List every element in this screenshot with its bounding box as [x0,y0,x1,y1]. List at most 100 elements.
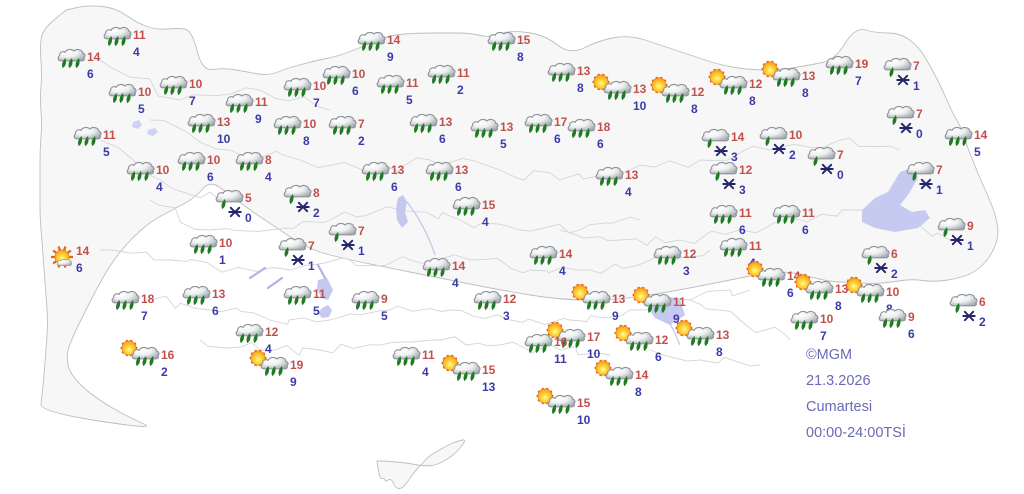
svg-text:13: 13 [577,64,591,78]
svg-text:2: 2 [358,134,365,148]
svg-text:18: 18 [597,120,611,134]
svg-text:10: 10 [219,236,233,250]
svg-text:19: 19 [290,358,304,372]
svg-text:13: 13 [625,168,639,182]
svg-text:2: 2 [313,206,320,220]
svg-text:11: 11 [673,295,686,309]
svg-text:2: 2 [161,365,168,379]
svg-text:13: 13 [455,163,469,177]
svg-text:14: 14 [559,247,573,261]
svg-text:9: 9 [290,375,297,389]
svg-text:7: 7 [820,329,827,343]
svg-text:10: 10 [587,347,601,361]
svg-text:5: 5 [500,137,507,151]
svg-text:8: 8 [577,81,584,95]
svg-text:10: 10 [633,99,647,113]
svg-text:11: 11 [739,206,752,220]
svg-text:13: 13 [612,292,626,306]
svg-text:12: 12 [749,77,763,91]
svg-text:7: 7 [837,148,844,162]
svg-text:8: 8 [313,186,320,200]
svg-text:7: 7 [855,74,862,88]
svg-text:6: 6 [802,223,809,237]
svg-text:00:00-24:00TSİ: 00:00-24:00TSİ [806,423,906,441]
svg-text:14: 14 [87,50,101,64]
svg-text:5: 5 [406,93,413,107]
svg-text:8: 8 [802,86,809,100]
svg-text:7: 7 [916,107,923,121]
svg-text:16: 16 [161,348,175,362]
svg-text:6: 6 [597,137,604,151]
svg-text:14: 14 [635,368,649,382]
svg-text:9: 9 [381,292,388,306]
svg-text:17: 17 [554,115,568,129]
svg-text:1: 1 [936,183,943,197]
svg-text:14: 14 [76,244,90,258]
svg-text:13: 13 [633,82,647,96]
svg-text:10: 10 [303,117,317,131]
svg-text:10: 10 [138,85,152,99]
svg-text:11: 11 [255,95,268,109]
svg-text:6: 6 [655,350,662,364]
svg-text:13: 13 [212,287,226,301]
svg-text:8: 8 [749,94,756,108]
svg-text:12: 12 [655,333,669,347]
svg-text:1: 1 [358,244,365,258]
svg-text:14: 14 [731,130,745,144]
svg-text:1: 1 [219,253,226,267]
svg-text:13: 13 [439,115,453,129]
svg-text:7: 7 [308,239,315,253]
svg-text:1: 1 [308,259,315,273]
svg-text:6: 6 [391,180,398,194]
svg-text:8: 8 [716,345,723,359]
svg-text:4: 4 [133,45,140,59]
svg-text:10: 10 [577,413,591,427]
svg-text:4: 4 [265,170,272,184]
svg-text:11: 11 [422,348,435,362]
svg-text:6: 6 [439,132,446,146]
svg-text:5: 5 [245,191,252,205]
svg-text:6: 6 [352,84,359,98]
svg-text:11: 11 [313,287,326,301]
svg-text:12: 12 [503,292,517,306]
svg-text:1: 1 [967,239,974,253]
svg-text:8: 8 [303,134,310,148]
svg-text:14: 14 [974,128,988,142]
svg-text:8: 8 [691,102,698,116]
svg-text:3: 3 [731,150,738,164]
svg-text:8: 8 [635,385,642,399]
svg-text:10: 10 [156,163,170,177]
svg-text:11: 11 [802,206,815,220]
svg-text:13: 13 [391,163,405,177]
svg-text:10: 10 [789,128,803,142]
svg-text:9: 9 [908,310,915,324]
svg-text:16: 16 [554,335,568,349]
svg-text:6: 6 [891,247,898,261]
svg-text:4: 4 [156,180,163,194]
svg-text:2: 2 [789,148,796,162]
svg-text:4: 4 [422,365,429,379]
svg-text:19: 19 [855,57,869,71]
svg-text:3: 3 [739,183,746,197]
svg-text:15: 15 [482,198,496,212]
svg-text:11: 11 [103,128,116,142]
svg-text:7: 7 [189,94,196,108]
svg-text:7: 7 [358,224,365,238]
svg-text:6: 6 [908,327,915,341]
svg-text:5: 5 [103,145,110,159]
svg-text:7: 7 [913,59,920,73]
svg-text:Cumartesi: Cumartesi [806,399,872,415]
svg-text:5: 5 [974,145,981,159]
svg-text:4: 4 [625,185,632,199]
svg-text:4: 4 [265,342,272,356]
svg-text:5: 5 [313,304,320,318]
svg-text:6: 6 [979,295,986,309]
svg-text:13: 13 [217,115,231,129]
svg-text:6: 6 [76,261,83,275]
svg-text:15: 15 [517,33,531,47]
svg-text:10: 10 [886,285,900,299]
svg-text:3: 3 [503,309,510,323]
svg-text:5: 5 [138,102,145,116]
svg-text:©MGM: ©MGM [806,347,852,363]
svg-text:7: 7 [358,117,365,131]
